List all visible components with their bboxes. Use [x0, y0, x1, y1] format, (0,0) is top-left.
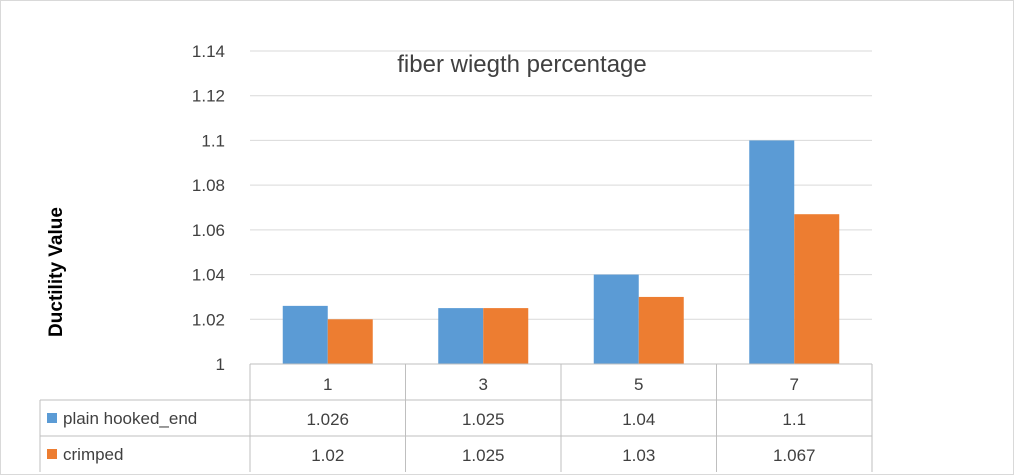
y-tick-label: 1	[216, 355, 225, 374]
y-tick-label: 1.06	[192, 221, 225, 240]
bar-crimped	[483, 308, 529, 364]
data-label: 1.04	[622, 410, 655, 429]
bar-crimped	[638, 296, 684, 364]
data-table: 1 3 5 7 plain hooked_end 1.026 1.025 1.04 1.1 cri…	[39, 363, 873, 472]
y-axis-label: Ductility Value	[46, 207, 67, 337]
data-label: 1.02	[311, 446, 344, 465]
legend-key	[47, 449, 57, 459]
category-label: 5	[634, 375, 643, 394]
bar-plain-hooked-end	[438, 308, 484, 364]
y-tick-label: 1.08	[192, 176, 225, 195]
legend-key	[47, 413, 57, 423]
data-label: 1.067	[773, 446, 816, 465]
data-label: 1.03	[622, 446, 655, 465]
y-tick-label: 1.12	[192, 87, 225, 106]
y-tick-label: 1.02	[192, 310, 225, 329]
legend-label: crimped	[63, 445, 123, 464]
bar-plain-hooked-end	[749, 140, 795, 364]
y-tick-label: 1.1	[201, 131, 225, 150]
bar-crimped	[794, 214, 840, 364]
category-label: 3	[479, 375, 488, 394]
data-label: 1.025	[462, 446, 505, 465]
y-tick-label: 1.04	[192, 266, 225, 285]
category-label: 1	[323, 375, 332, 394]
y-tick-label: 1.14	[192, 42, 225, 61]
chart-title: fiber wiegth percentage	[397, 51, 647, 78]
data-label: 1.025	[462, 410, 505, 429]
category-label: 7	[790, 375, 799, 394]
bar-plain-hooked-end	[593, 274, 639, 364]
data-label: 1.026	[306, 410, 349, 429]
bar-crimped	[327, 319, 373, 364]
bar-plain-hooked-end	[282, 305, 328, 364]
legend-label: plain hooked_end	[63, 409, 197, 428]
y-tick-labels: 1 1.02 1.04 1.06 1.08 1.1 1.12 1.14	[192, 42, 225, 374]
data-label: 1.1	[782, 410, 806, 429]
bars	[282, 140, 840, 364]
